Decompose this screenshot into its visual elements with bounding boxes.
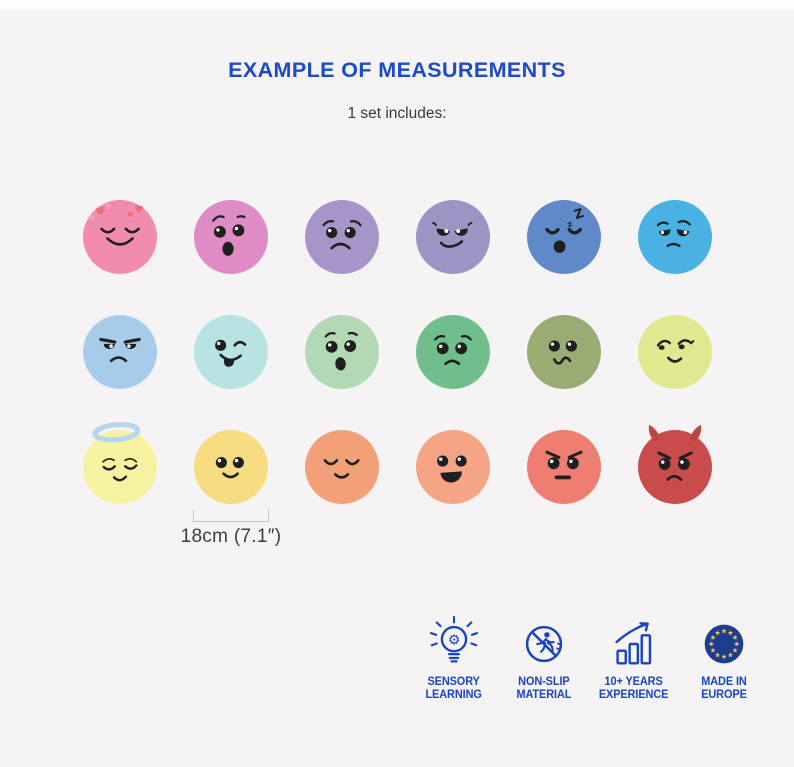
feature-badges: ⚙ SENSORY LEARNING NON-SLIP MATERIAL	[409, 615, 769, 702]
badge-non-slip-material: NON-SLIP MATERIAL	[499, 615, 589, 702]
emoji-content	[304, 430, 379, 504]
badge-label-line1: NON-SLIP	[518, 676, 570, 688]
emoji-silly-wink	[193, 315, 268, 389]
emoji-shocked	[304, 315, 379, 389]
badge-sensory-learning: ⚙ SENSORY LEARNING	[409, 615, 499, 702]
svg-text:z: z	[565, 218, 573, 229]
emoji-worried	[415, 315, 490, 389]
growth-chart-icon	[615, 622, 652, 665]
emoji-laughing	[415, 430, 490, 504]
emoji-annoyed	[82, 315, 157, 389]
badge-label: 10+ YEARS EXPERIENCE	[599, 676, 669, 702]
emoji-confused	[526, 315, 601, 389]
top-strip	[0, 0, 794, 10]
emoji-smug	[415, 200, 490, 274]
set-includes-label: 1 set includes:	[347, 105, 447, 122]
badge-label: MADE IN EUROPE	[701, 676, 747, 702]
emoji-happy	[193, 430, 268, 504]
eu-flag-icon	[704, 624, 744, 664]
emoji-shy-smile	[637, 315, 712, 389]
page-title: EXAMPLE OF MEASUREMENTS	[228, 58, 566, 82]
measurement-bracket	[193, 509, 269, 522]
badge-10-years-experience: 10+ YEARS EXPERIENCE	[589, 615, 679, 702]
badge-label: SENSORY LEARNING	[426, 676, 482, 702]
emoji-devil	[637, 424, 712, 504]
badge-label-line2: EXPERIENCE	[599, 689, 669, 701]
badge-label-line2: LEARNING	[425, 689, 483, 701]
badge-label-line2: EUROPE	[701, 689, 747, 701]
no-slip-icon	[525, 625, 563, 663]
badge-label: NON-SLIP MATERIAL	[517, 676, 572, 702]
badge-label-line1: MADE IN	[701, 676, 747, 688]
lightbulb-gear-icon: ⚙	[430, 615, 478, 663]
badge-label-line2: MATERIAL	[516, 689, 572, 701]
emoji-in-love	[82, 200, 157, 274]
measurement-label: 18cm (7.1″)	[180, 526, 282, 547]
emoji-surprised	[193, 200, 268, 274]
badge-made-in-europe: MADE IN EUROPE	[679, 615, 769, 702]
badge-label-line1: SENSORY	[427, 676, 481, 688]
emoji-sad	[304, 200, 379, 274]
svg-text:⚙: ⚙	[448, 632, 461, 648]
svg-text:Z: Z	[572, 205, 585, 222]
emoji-angry	[526, 430, 601, 504]
emoji-disappointed	[637, 200, 712, 274]
badge-label-line1: 10+ YEARS	[604, 676, 664, 688]
emoji-angel	[82, 422, 157, 504]
